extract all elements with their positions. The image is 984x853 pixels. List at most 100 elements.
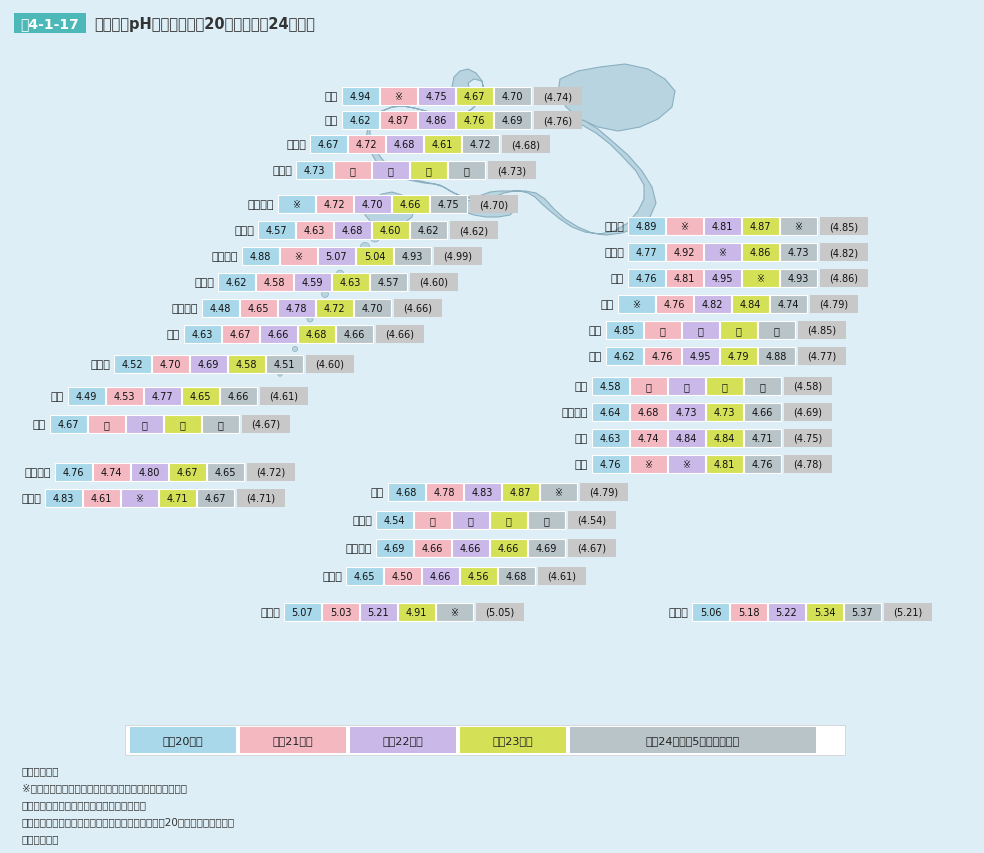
FancyBboxPatch shape: [202, 415, 239, 433]
FancyBboxPatch shape: [456, 88, 493, 106]
Text: 竜飛岬: 竜飛岬: [286, 140, 306, 150]
FancyBboxPatch shape: [376, 326, 424, 344]
FancyBboxPatch shape: [121, 490, 158, 508]
Text: 4.58: 4.58: [264, 278, 285, 287]
FancyBboxPatch shape: [784, 456, 832, 473]
Text: －: －: [684, 381, 690, 392]
FancyBboxPatch shape: [742, 244, 779, 262]
Text: (4.85): (4.85): [808, 326, 836, 335]
FancyBboxPatch shape: [704, 244, 741, 262]
Text: (4.77): (4.77): [808, 351, 836, 362]
Text: 4.62: 4.62: [349, 116, 371, 126]
Text: －: －: [760, 381, 766, 392]
Text: 4.77: 4.77: [152, 392, 173, 402]
Text: 4.94: 4.94: [350, 92, 371, 102]
Text: (4.75): (4.75): [793, 433, 823, 444]
FancyBboxPatch shape: [668, 403, 705, 421]
FancyBboxPatch shape: [528, 539, 565, 557]
FancyBboxPatch shape: [806, 603, 843, 621]
FancyBboxPatch shape: [464, 484, 501, 502]
FancyBboxPatch shape: [630, 456, 667, 473]
FancyBboxPatch shape: [784, 430, 832, 448]
Text: 4.72: 4.72: [324, 200, 345, 210]
Text: ※: ※: [294, 252, 302, 262]
FancyBboxPatch shape: [744, 378, 781, 396]
Text: ※：当該年平均値が有効判定基準に適合せず、棄却された: ※：当該年平均値が有効判定基準に適合せず、棄却された: [22, 782, 187, 792]
Text: 4.83: 4.83: [471, 487, 493, 497]
FancyBboxPatch shape: [131, 463, 168, 481]
FancyBboxPatch shape: [732, 296, 769, 314]
Text: 4.68: 4.68: [506, 572, 527, 581]
FancyBboxPatch shape: [207, 463, 244, 481]
FancyBboxPatch shape: [284, 603, 321, 621]
FancyBboxPatch shape: [810, 296, 858, 314]
Text: 4.92: 4.92: [674, 247, 696, 258]
Text: 4.65: 4.65: [190, 392, 212, 402]
FancyBboxPatch shape: [372, 162, 409, 180]
Polygon shape: [366, 70, 656, 235]
FancyBboxPatch shape: [197, 490, 234, 508]
Text: 蟠竜湖: 蟠竜湖: [91, 360, 110, 369]
FancyBboxPatch shape: [240, 299, 277, 317]
FancyBboxPatch shape: [460, 727, 566, 753]
Text: 4.84: 4.84: [740, 299, 762, 310]
Text: 佐渡関岬: 佐渡関岬: [248, 200, 274, 210]
FancyBboxPatch shape: [844, 603, 881, 621]
Text: 4.63: 4.63: [192, 329, 214, 339]
Text: 4.67: 4.67: [463, 92, 485, 102]
Text: ※: ※: [395, 92, 402, 102]
FancyBboxPatch shape: [424, 136, 461, 154]
Text: (4.61): (4.61): [270, 392, 298, 402]
FancyBboxPatch shape: [606, 322, 643, 339]
Text: －: －: [698, 326, 704, 335]
Text: 赤城: 赤城: [601, 299, 614, 310]
Text: 4.75: 4.75: [438, 200, 460, 210]
Circle shape: [292, 347, 297, 352]
Text: 4.60: 4.60: [380, 226, 401, 235]
FancyBboxPatch shape: [630, 403, 667, 421]
Text: (4.54): (4.54): [578, 515, 606, 525]
Text: 4.67: 4.67: [177, 467, 198, 478]
Text: ※: ※: [794, 222, 803, 232]
FancyBboxPatch shape: [742, 270, 779, 287]
Text: 隠岐: 隠岐: [166, 329, 180, 339]
Text: 平成22年度: 平成22年度: [383, 735, 423, 746]
FancyBboxPatch shape: [592, 378, 629, 396]
FancyBboxPatch shape: [422, 567, 459, 585]
Text: 4.68: 4.68: [341, 226, 363, 235]
FancyBboxPatch shape: [354, 299, 391, 317]
FancyBboxPatch shape: [494, 112, 531, 130]
Text: ※: ※: [681, 222, 689, 232]
Text: 4.93: 4.93: [788, 274, 809, 284]
Text: 5.22: 5.22: [775, 607, 797, 618]
FancyBboxPatch shape: [50, 415, 87, 433]
Text: －: －: [217, 420, 223, 430]
FancyBboxPatch shape: [190, 356, 227, 374]
FancyBboxPatch shape: [222, 326, 259, 344]
Text: 4.66: 4.66: [498, 543, 520, 554]
FancyBboxPatch shape: [502, 136, 550, 154]
Text: 4.52: 4.52: [122, 360, 144, 369]
Text: 4.85: 4.85: [614, 326, 636, 335]
Text: (4.82): (4.82): [830, 247, 859, 258]
Text: ※: ※: [136, 493, 144, 503]
FancyBboxPatch shape: [392, 196, 429, 214]
FancyBboxPatch shape: [798, 347, 846, 366]
FancyBboxPatch shape: [580, 484, 628, 502]
FancyBboxPatch shape: [656, 296, 693, 314]
Text: 4.74: 4.74: [777, 299, 799, 310]
Text: ※: ※: [718, 247, 726, 258]
Circle shape: [360, 243, 370, 252]
Text: (4.66): (4.66): [386, 329, 414, 339]
Text: 4.70: 4.70: [362, 304, 383, 314]
Text: ※: ※: [683, 460, 691, 469]
FancyBboxPatch shape: [296, 162, 333, 180]
Polygon shape: [558, 65, 675, 132]
Text: (4.71): (4.71): [246, 493, 276, 503]
FancyBboxPatch shape: [372, 222, 409, 240]
FancyBboxPatch shape: [68, 387, 105, 405]
FancyBboxPatch shape: [744, 403, 781, 421]
Text: 4.72: 4.72: [324, 304, 345, 314]
FancyBboxPatch shape: [356, 247, 393, 265]
FancyBboxPatch shape: [668, 430, 705, 448]
